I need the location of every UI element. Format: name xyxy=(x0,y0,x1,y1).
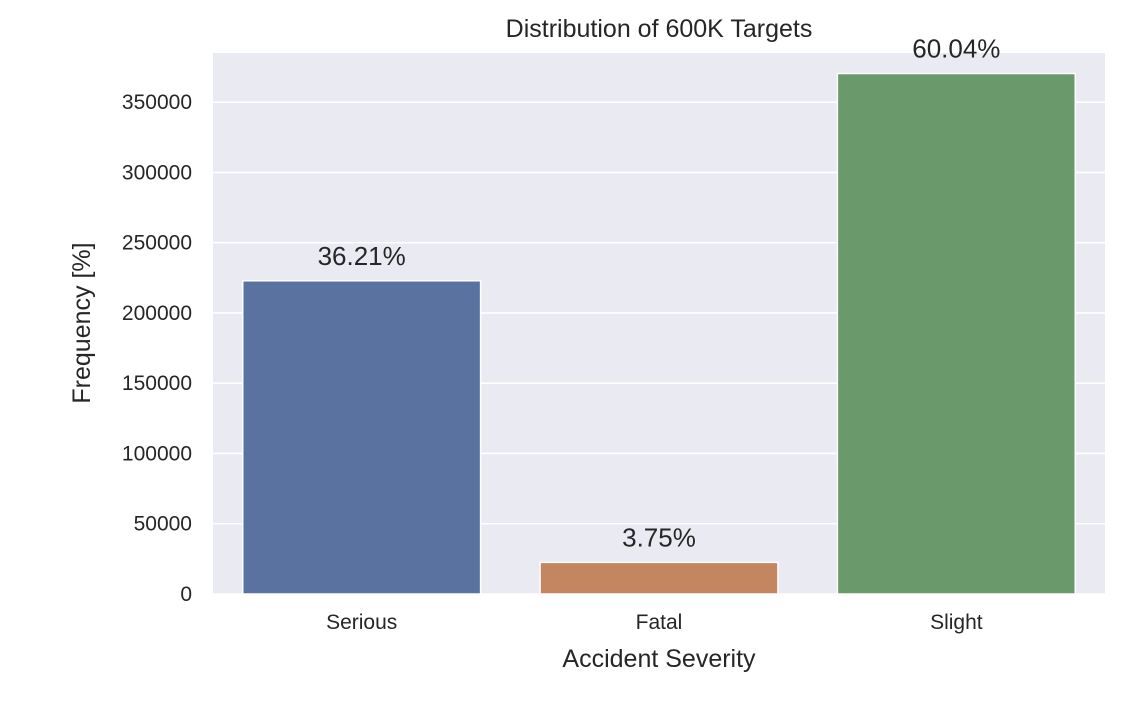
data-label-serious: 36.21% xyxy=(318,241,406,271)
chart-title: Distribution of 600K Targets xyxy=(506,15,813,43)
data-label-fatal: 3.75% xyxy=(622,522,696,552)
y-tick-label-0: 0 xyxy=(180,583,192,606)
y-tick-label-6: 300000 xyxy=(122,161,192,184)
bar-serious xyxy=(241,280,482,595)
y-tick-labels: 0 50000 100000 150000 200000 250000 300000 3500… xyxy=(122,91,192,606)
bars xyxy=(241,72,1077,595)
y-axis-label: Frequency [%] xyxy=(68,242,96,403)
y-tick-label-2: 100000 xyxy=(122,442,192,465)
y-tick-label-1: 50000 xyxy=(134,513,192,536)
x-axis-label: Accident Severity xyxy=(562,645,756,673)
bar-slight xyxy=(836,72,1077,595)
y-tick-label-7: 350000 xyxy=(122,91,192,114)
y-tick-label-4: 200000 xyxy=(122,302,192,325)
y-tick-label-3: 150000 xyxy=(122,372,192,395)
x-tick-labels: Serious Fatal Slight xyxy=(326,611,983,634)
bar-fatal xyxy=(539,561,779,595)
data-labels: 36.21% 3.75% 60.04% xyxy=(318,34,1001,553)
y-tick-label-5: 250000 xyxy=(122,232,192,255)
x-tick-label-slight: Slight xyxy=(930,611,983,634)
data-label-slight: 60.04% xyxy=(912,34,1000,64)
x-tick-label-serious: Serious xyxy=(326,611,397,634)
x-tick-label-fatal: Fatal xyxy=(636,611,683,634)
